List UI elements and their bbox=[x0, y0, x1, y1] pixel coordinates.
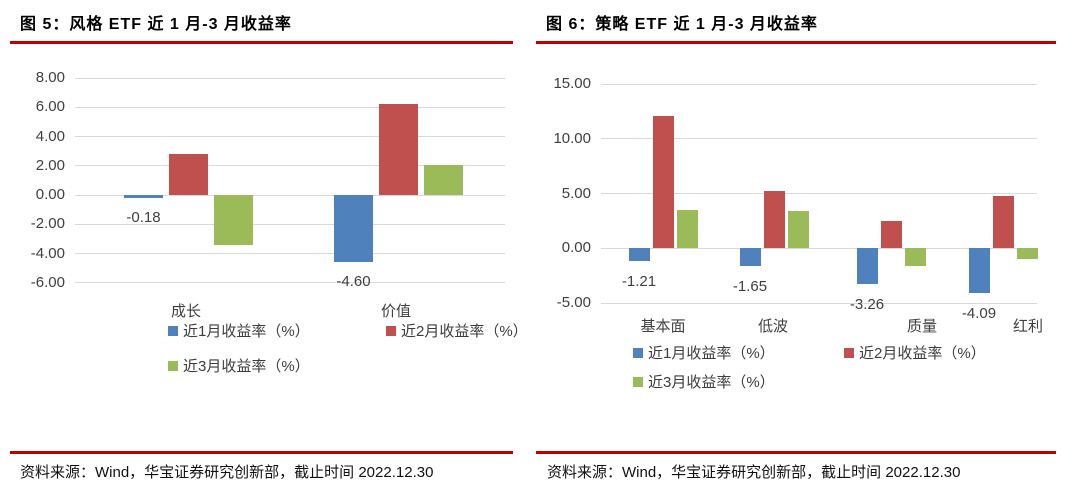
gridline bbox=[75, 106, 505, 108]
strategy-etf-panel: 图 6：策略 ETF 近 1 月-3 月收益率 15.00 10.00 5.00 0.… bbox=[534, 0, 1067, 490]
category-label: 基本面 bbox=[640, 318, 686, 335]
y-axis-tick-label: -5.00 bbox=[556, 294, 591, 311]
data-label: -1.65 bbox=[732, 278, 768, 296]
legend-swatch-month3-icon bbox=[168, 360, 178, 371]
y-axis-tick-label: 2.00 bbox=[35, 156, 65, 174]
category-label: 价值 bbox=[380, 303, 411, 320]
bar-series2 bbox=[880, 220, 902, 249]
style-etf-plot-area: 8.00 6.00 4.00 2.00 0.00 -2.00 -4.00 -6.00 -0.18… bbox=[0, 0, 533, 450]
chart-title-style-etf: 图 5：风格 ETF 近 1 月-3 月收益率 bbox=[20, 16, 292, 33]
legend-item-month1: 近1月收益率（%） bbox=[633, 342, 775, 363]
y-axis-tick-label: 15.00 bbox=[553, 75, 591, 92]
y-axis-tick-label: -2.00 bbox=[30, 215, 65, 233]
legend-swatch-month2-icon bbox=[844, 347, 854, 358]
y-axis-tick-label: 8.00 bbox=[35, 69, 65, 86]
legend-swatch-month1-icon bbox=[168, 325, 178, 336]
y-axis-tick-label: 0.00 bbox=[561, 239, 591, 257]
chart-title-strategy-etf: 图 6：策略 ETF 近 1 月-3 月收益率 bbox=[546, 16, 818, 33]
category-label: 成长 bbox=[170, 303, 201, 320]
bar-series3 bbox=[214, 195, 253, 245]
data-label: -1.21 bbox=[621, 273, 657, 291]
style-etf-panel: 图 5：风格 ETF 近 1 月-3 月收益率 8.00 6.00 4.00 2.00… bbox=[0, 0, 533, 490]
legend-item-month2: 近2月收益率（%） bbox=[844, 342, 986, 363]
bar-series1 bbox=[968, 248, 990, 294]
bar-series1 bbox=[739, 248, 761, 267]
data-label: -4.09 bbox=[961, 305, 997, 323]
gridline bbox=[75, 223, 505, 225]
category-label: 质量 bbox=[906, 318, 937, 335]
legend-label-month1: 近1月收益率（%） bbox=[183, 323, 310, 340]
y-axis-tick-label: 0.00 bbox=[35, 186, 65, 204]
gridline bbox=[75, 282, 505, 284]
title-underline-rule bbox=[536, 41, 1056, 44]
bar-series1 bbox=[124, 195, 163, 198]
gridline bbox=[601, 247, 1037, 249]
legend-label-month2: 近2月收益率（%） bbox=[401, 323, 528, 340]
y-axis-tick-label: -6.00 bbox=[30, 273, 65, 291]
y-axis-tick-label: -4.00 bbox=[30, 244, 65, 262]
strategy-etf-plot-area: 15.00 10.00 5.00 0.00 -5.00 -1.21 基本面 -1.65 低波 -3… bbox=[534, 0, 1067, 450]
legend-swatch-month1-icon bbox=[633, 347, 643, 358]
legend-label-month3: 近3月收益率（%） bbox=[648, 374, 775, 391]
bar-series3 bbox=[676, 209, 698, 249]
bar-series2 bbox=[763, 191, 785, 249]
gridline bbox=[75, 77, 505, 79]
gridline bbox=[75, 194, 505, 196]
footer-rule bbox=[10, 451, 513, 454]
bar-series1 bbox=[628, 248, 650, 262]
category-label: 低波 bbox=[757, 318, 788, 335]
legend-swatch-month2-icon bbox=[386, 325, 396, 336]
bar-series3 bbox=[1016, 248, 1038, 259]
bar-series2 bbox=[992, 195, 1014, 249]
bar-series2 bbox=[169, 154, 208, 196]
title-underline-rule bbox=[10, 41, 513, 44]
data-label: -3.26 bbox=[849, 295, 885, 313]
legend-label-month1: 近1月收益率（%） bbox=[648, 345, 775, 362]
data-label: -0.18 bbox=[126, 208, 161, 226]
legend-item-month3: 近3月收益率（%） bbox=[168, 355, 310, 376]
data-label: -4.60 bbox=[336, 273, 371, 291]
legend-item-month2: 近2月收益率（%） bbox=[386, 320, 528, 341]
gridline bbox=[601, 138, 1037, 140]
bar-series3 bbox=[904, 248, 926, 266]
y-axis-tick-label: 10.00 bbox=[553, 129, 591, 147]
bar-series2 bbox=[652, 115, 674, 249]
source-note: 资料来源：Wind，华宝证券研究创新部，截止时间 2022.12.30 bbox=[547, 464, 961, 481]
source-note: 资料来源：Wind，华宝证券研究创新部，截止时间 2022.12.30 bbox=[20, 464, 434, 481]
y-axis-tick-label: 4.00 bbox=[35, 127, 65, 145]
footer-rule bbox=[536, 451, 1056, 454]
gridline bbox=[75, 136, 505, 138]
gridline bbox=[601, 302, 1037, 304]
gridline bbox=[75, 165, 505, 167]
y-axis-tick-label: 5.00 bbox=[561, 184, 591, 202]
bar-series2 bbox=[379, 104, 418, 196]
bar-series3 bbox=[787, 211, 809, 249]
bar-series1 bbox=[856, 248, 878, 284]
legend-label-month2: 近2月收益率（%） bbox=[859, 345, 986, 362]
legend-item-month1: 近1月收益率（%） bbox=[168, 320, 310, 341]
bar-series3 bbox=[424, 165, 463, 196]
legend-label-month3: 近3月收益率（%） bbox=[183, 358, 310, 375]
y-axis-tick-label: 6.00 bbox=[35, 98, 65, 116]
category-label: 红利 bbox=[1012, 318, 1043, 335]
gridline bbox=[75, 253, 505, 255]
bar-series1 bbox=[334, 195, 373, 263]
gridline bbox=[601, 193, 1037, 194]
legend-swatch-month3-icon bbox=[633, 376, 643, 387]
gridline bbox=[601, 83, 1037, 85]
legend-item-month3: 近3月收益率（%） bbox=[633, 371, 775, 392]
